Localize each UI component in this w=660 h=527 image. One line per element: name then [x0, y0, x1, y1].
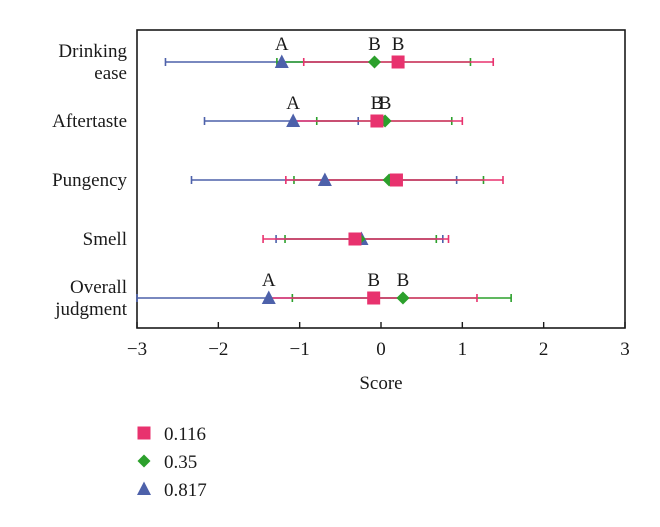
data-point — [367, 291, 381, 305]
series-layer — [136, 54, 512, 305]
category-label: Smell — [83, 229, 127, 250]
data-point — [286, 113, 301, 127]
legend-label: 0.116 — [164, 424, 206, 445]
category-label: Overall — [70, 277, 127, 298]
x-tick-label: −3 — [127, 339, 147, 360]
x-tick-label: −2 — [208, 339, 228, 360]
legend-marker — [137, 481, 151, 495]
significance-letter: B — [379, 93, 392, 114]
data-point — [348, 232, 362, 246]
significance-letter: A — [286, 93, 300, 114]
data-point — [396, 291, 410, 305]
x-tick-label: 1 — [458, 339, 468, 360]
significance-letter: A — [275, 34, 289, 55]
significance-letter: B — [367, 270, 380, 291]
x-tick-label: 2 — [539, 339, 549, 360]
category-label: ease — [94, 63, 127, 84]
data-point — [317, 172, 332, 186]
data-point — [367, 55, 381, 69]
significance-letter: A — [262, 270, 276, 291]
data-point — [389, 173, 403, 187]
legend-marker — [137, 426, 151, 440]
data-point — [370, 114, 384, 128]
significance-letter: B — [371, 93, 384, 114]
legend: 0.116 0.35 0.817 — [137, 424, 207, 501]
plot-frame — [136, 29, 626, 329]
significance-letter: B — [397, 270, 410, 291]
category-label: Aftertaste — [52, 111, 127, 132]
significance-letter: B — [392, 34, 405, 55]
legend-label: 0.35 — [164, 452, 197, 473]
category-label: Drinking — [58, 41, 127, 62]
significance-letter: B — [368, 34, 381, 55]
legend-label: 0.817 — [164, 480, 207, 501]
legend-marker — [137, 454, 151, 468]
category-label: judgment — [54, 299, 127, 320]
x-axis: −3 −2 −1 0 1 2 3 — [127, 322, 630, 360]
data-point — [261, 290, 276, 304]
x-tick-label: 3 — [620, 339, 630, 360]
category-label: Pungency — [52, 170, 127, 191]
x-axis-title: Score — [359, 373, 402, 394]
data-point — [274, 54, 289, 68]
data-point — [391, 55, 405, 69]
x-tick-label: −1 — [290, 339, 310, 360]
x-tick-label: 0 — [376, 339, 386, 360]
